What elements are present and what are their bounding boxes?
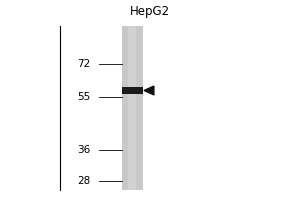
Text: 55: 55 [77,92,90,102]
Text: 72: 72 [77,59,90,69]
Text: 36: 36 [77,145,90,155]
Text: 28: 28 [77,176,90,186]
Bar [122,87,142,94]
Polygon shape [144,86,154,95]
Bar [122,26,142,190]
Bar [128,26,136,190]
Text: HepG2: HepG2 [130,5,170,18]
